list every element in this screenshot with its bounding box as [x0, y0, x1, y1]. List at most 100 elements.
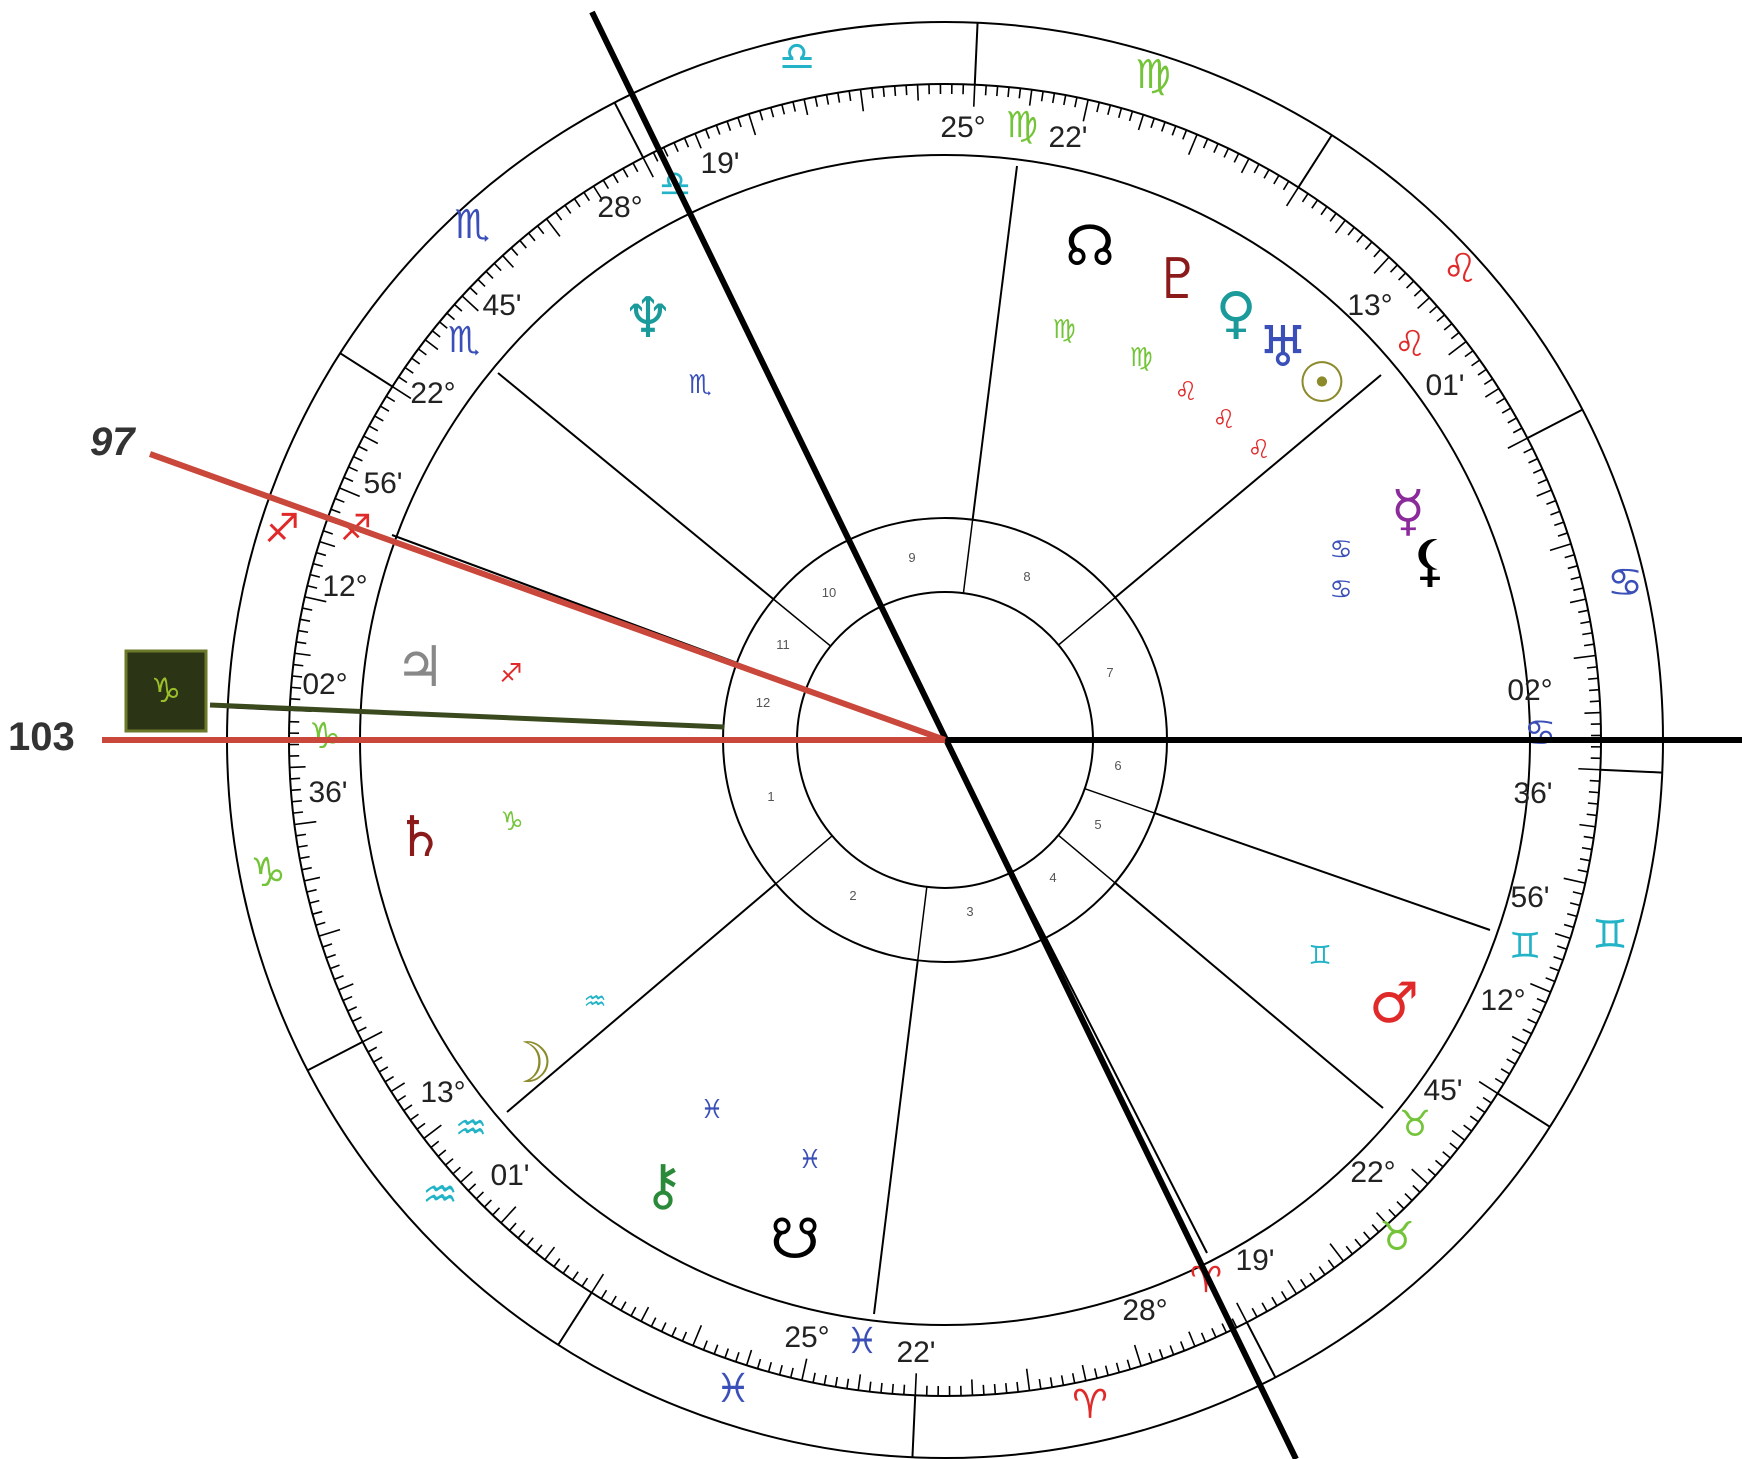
sign-divider [1497, 1092, 1551, 1128]
sign-glyph-icon: ♌ [1442, 246, 1478, 292]
tick-mark [502, 255, 515, 268]
tick-mark [309, 899, 320, 904]
tick-mark [519, 239, 527, 249]
tick-mark [358, 445, 368, 452]
tick-mark [868, 1381, 872, 1392]
mars-icon: ♂ [1369, 971, 1419, 1036]
label-103: 103 [8, 715, 75, 759]
moon-icon: ☽ [503, 1031, 553, 1096]
tick-mark [304, 596, 327, 603]
tick-mark [437, 1149, 447, 1158]
tick-mark [290, 788, 301, 792]
annotation-line-97 [148, 451, 947, 743]
sign-divider [1246, 1321, 1277, 1378]
tick-mark [444, 1158, 454, 1166]
tick-mark [1527, 1018, 1537, 1025]
inner-house-divider [775, 835, 833, 885]
planet-sign-icon: ♏ [688, 370, 711, 400]
sign-divider [911, 1395, 917, 1458]
tick-mark [325, 953, 336, 959]
tick-mark [363, 435, 379, 445]
tick-mark [1495, 397, 1506, 405]
tick-mark [1589, 688, 1600, 692]
planet-sign-icon: ♊ [1308, 941, 1331, 971]
cusp-degree: 22° [1350, 1156, 1395, 1189]
tick-mark [692, 1325, 703, 1346]
tick-mark [905, 85, 908, 96]
cusp-degree: 13° [420, 1076, 465, 1109]
tick-mark [304, 876, 321, 882]
cusp-degree: 25° [940, 111, 985, 144]
tick-mark [1482, 1096, 1492, 1104]
tick-mark [1160, 121, 1166, 132]
cusp-sign-icon: ♏ [448, 320, 480, 361]
tick-mark [295, 833, 307, 837]
planet-sign-icon: ♓ [700, 1095, 723, 1125]
tick-mark [1471, 359, 1481, 367]
tick-mark [1580, 620, 1591, 625]
tick-mark [1563, 923, 1574, 929]
lilith-icon: ⚸ [1409, 529, 1450, 594]
cusp-sign-icon: ♍ [1006, 105, 1038, 146]
tick-mark [694, 133, 702, 149]
tick-mark [1507, 417, 1517, 424]
cusp-minute: 22' [896, 1336, 935, 1369]
tick-mark [825, 94, 830, 105]
jupiter-icon: ♃ [395, 635, 445, 700]
tick-mark [1583, 643, 1595, 647]
tick-mark [681, 1331, 688, 1342]
cusp-degree: 25° [784, 1321, 829, 1354]
tick-mark [1570, 576, 1581, 581]
cusp-sign-icon: ♌ [1394, 324, 1426, 365]
tick-mark [1040, 91, 1044, 102]
tick-mark [814, 96, 819, 107]
tick-mark [292, 675, 303, 678]
tick-mark [1271, 1296, 1278, 1307]
planet-sign-icon: ♓ [798, 1145, 821, 1175]
tick-mark [1532, 1008, 1542, 1014]
tick-mark [348, 466, 358, 472]
planet-sign-icon: ♌ [1247, 435, 1270, 465]
tick-mark [1081, 1364, 1087, 1381]
tick-mark [424, 339, 439, 351]
tick-mark [1511, 1035, 1527, 1045]
tick-mark [903, 1384, 906, 1395]
tick-mark [300, 618, 311, 622]
tick-mark [1074, 97, 1078, 108]
tick-mark [390, 1082, 406, 1093]
house-cusp-line [873, 960, 919, 1315]
tick-mark [467, 1183, 477, 1192]
tick-mark [724, 1348, 730, 1359]
tick-mark [431, 330, 441, 338]
tick-mark [368, 425, 379, 432]
sign-glyph-icon: ♍ [1135, 52, 1171, 98]
tick-mark [1506, 1058, 1516, 1065]
tick-mark [1373, 256, 1390, 274]
tick-mark [1589, 700, 1600, 703]
tick-mark [527, 232, 536, 242]
tick-mark [301, 866, 312, 871]
chiron-icon: ⚷ [642, 1153, 683, 1218]
tick-mark [1411, 1168, 1429, 1185]
tick-mark [290, 698, 301, 701]
cusp-degree: 02° [1507, 674, 1552, 707]
tick-mark [353, 455, 363, 462]
tick-mark [294, 820, 317, 826]
tick-mark [1104, 1365, 1109, 1376]
tick-mark [333, 974, 344, 981]
tick-mark [583, 191, 591, 202]
cusp-minute: 45' [482, 289, 521, 322]
tick-mark [1536, 997, 1547, 1004]
tick-mark [1371, 1224, 1380, 1233]
house-number: 9 [908, 550, 915, 565]
tick-mark [622, 168, 629, 178]
tick-mark [1049, 1377, 1053, 1388]
house-number: 8 [1023, 569, 1030, 584]
tick-mark [737, 117, 742, 128]
tick-mark [306, 888, 317, 893]
tick-mark [475, 1191, 485, 1200]
tick-mark [342, 995, 353, 1002]
tick-mark [315, 921, 326, 926]
sign-glyph-icon: ♐ [264, 506, 300, 552]
tick-mark [1213, 143, 1219, 153]
